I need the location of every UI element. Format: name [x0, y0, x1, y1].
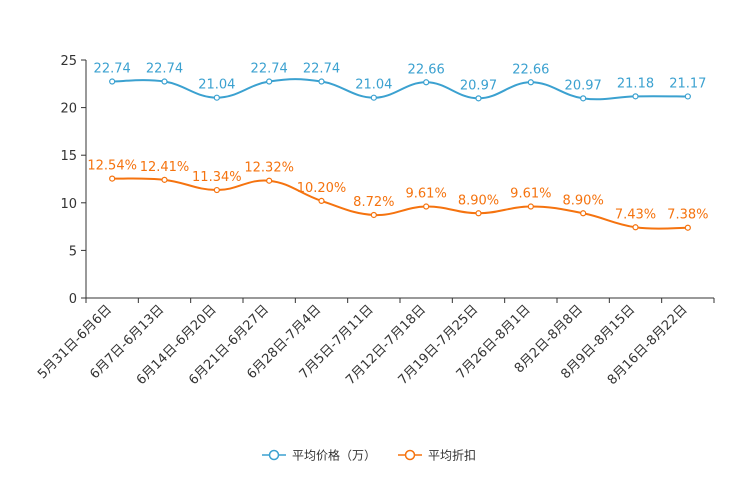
data-point[interactable] [370, 94, 377, 101]
data-label: 12.41% [140, 160, 190, 175]
data-label: 7.38% [667, 208, 708, 223]
data-label: 9.61% [510, 187, 551, 202]
data-label: 9.61% [406, 187, 447, 202]
data-point[interactable] [266, 78, 273, 85]
data-point[interactable] [318, 78, 325, 85]
data-label: 22.74 [303, 62, 340, 77]
data-label: 21.04 [355, 78, 392, 93]
data-point[interactable] [266, 177, 273, 184]
data-label: 20.97 [460, 78, 497, 93]
data-point[interactable] [684, 224, 691, 231]
data-label: 22.74 [146, 62, 183, 77]
legend-label: 平均折扣 [428, 448, 476, 463]
data-label: 21.04 [198, 78, 235, 93]
data-point[interactable] [475, 210, 482, 217]
data-label: 8.90% [563, 193, 604, 208]
data-label: 20.97 [565, 78, 602, 93]
series-1: 22.74 22.74 21.04 22.74 22.74 21.04 22.66 20.97… [94, 62, 706, 102]
data-point[interactable] [632, 224, 639, 231]
data-point[interactable] [370, 211, 377, 219]
data-point[interactable] [475, 95, 482, 102]
legend-item-1[interactable]: 平均价格（万） [262, 448, 376, 463]
data-label: 22.66 [512, 62, 549, 77]
legend-label: 平均价格（万） [292, 448, 376, 463]
data-point[interactable] [423, 79, 430, 86]
data-label: 22.74 [251, 62, 288, 77]
data-label: 10.20% [297, 181, 347, 196]
y-tick-label: 10 [60, 197, 77, 212]
data-point[interactable] [161, 176, 168, 183]
data-label: 22.66 [408, 62, 445, 77]
data-point[interactable] [580, 210, 587, 217]
y-tick-label: 15 [60, 149, 77, 164]
data-label: 11.34% [192, 170, 242, 185]
data-label: 21.18 [617, 76, 654, 91]
data-point[interactable] [109, 175, 116, 182]
data-point[interactable] [213, 94, 220, 101]
series-layer: 22.74 22.74 21.04 22.74 22.74 21.04 22.66 20.97… [87, 62, 708, 231]
data-point[interactable] [161, 78, 168, 85]
legend-item-2[interactable]: 平均折扣 [398, 448, 476, 463]
data-label: 12.54% [87, 159, 137, 174]
data-point[interactable] [109, 78, 116, 85]
y-tick-label: 5 [69, 244, 77, 259]
y-tick-label: 0 [69, 292, 77, 307]
legend-marker-icon [404, 449, 416, 461]
series-line [112, 78, 688, 101]
data-point[interactable] [527, 203, 534, 210]
data-label: 21.17 [669, 76, 706, 91]
data-point[interactable] [423, 203, 430, 210]
data-label: 12.32% [244, 161, 294, 176]
y-tick-label: 20 [60, 102, 77, 117]
y-tick-label: 25 [60, 54, 77, 69]
data-label: 8.90% [458, 193, 499, 208]
legend: 平均价格（万） 平均折扣 [262, 448, 476, 463]
legend-marker-icon [268, 449, 280, 461]
data-label: 22.74 [94, 62, 131, 77]
series-2: 12.54% 12.41%11.34%12.32%10.20% 8.72% 9.61%… [87, 159, 708, 231]
data-label: 8.72% [353, 195, 394, 210]
data-point[interactable] [684, 93, 691, 100]
series-line [112, 177, 688, 230]
data-point[interactable] [527, 79, 534, 86]
data-label: 7.43% [615, 207, 656, 222]
data-point[interactable] [632, 93, 639, 100]
data-point[interactable] [580, 95, 587, 102]
data-point[interactable] [213, 186, 220, 194]
data-point[interactable] [318, 197, 325, 204]
